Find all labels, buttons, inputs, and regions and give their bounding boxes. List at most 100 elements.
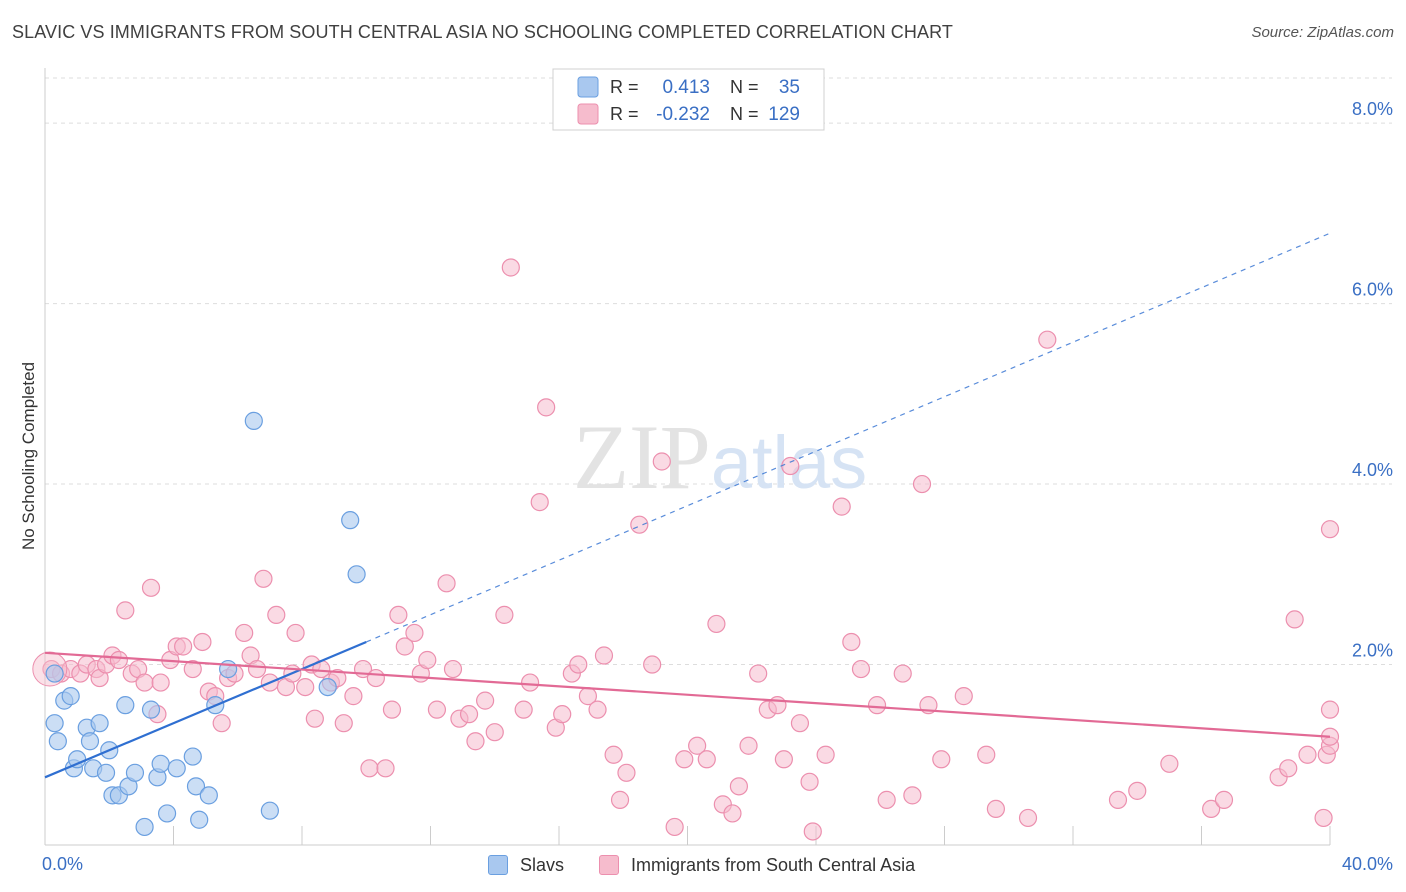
legend-r-label-2: R = [610, 104, 639, 124]
grid [45, 77, 1392, 666]
immigrants-point-111 [986, 799, 1006, 819]
immigrants-point-108 [932, 750, 951, 769]
immigrants-point-43 [344, 687, 363, 706]
immigrants-point-71 [569, 655, 588, 674]
immigrants-point-121 [1285, 610, 1304, 629]
immigrants-point-61 [485, 723, 504, 742]
immigrants-point-14 [141, 578, 161, 597]
slavs-point-17 [125, 763, 145, 782]
immigrants-point-104 [893, 664, 912, 683]
immigrants-point-90 [749, 664, 768, 683]
immigrants-point-106 [912, 474, 932, 494]
slavs-point-11 [96, 763, 116, 782]
immigrants-point-16 [151, 673, 170, 692]
legend-n-value-2: 129 [768, 104, 800, 125]
immigrants-point-19 [174, 637, 193, 656]
immigrants-point-60 [476, 691, 495, 710]
immigrants-point-83 [688, 736, 707, 755]
immigrants-point-64 [514, 700, 533, 719]
immigrants-point-69 [553, 705, 572, 724]
slavs-point-18 [135, 817, 154, 837]
chart-title: SLAVIC VS IMMIGRANTS FROM SOUTH CENTRAL … [12, 22, 953, 42]
immigrants-point-76 [610, 790, 630, 809]
immigrants-point-93 [774, 750, 793, 769]
immigrants-point-109 [954, 687, 973, 706]
immigrants-point-118 [1214, 790, 1234, 809]
immigrants-point-32 [267, 605, 286, 625]
slavs-point-30 [244, 411, 263, 430]
immigrants-point-65 [520, 673, 540, 692]
slavs-point-21 [151, 754, 170, 773]
immigrants-point-54 [427, 700, 447, 719]
immigrants-point-63 [501, 258, 520, 277]
slavs-point-8 [80, 732, 100, 751]
immigrants-point-30 [254, 569, 273, 588]
watermark: ZIPatlas [573, 406, 867, 508]
slavs-point-4 [61, 687, 80, 706]
immigrants-point-29 [247, 659, 267, 679]
immigrants-point-123 [1314, 808, 1333, 828]
immigrants-point-49 [389, 605, 408, 625]
y-tick-label-1: 4.0% [1352, 460, 1393, 480]
slavs-point-10 [90, 714, 109, 733]
x-tick-label-0: 0.0% [42, 854, 83, 874]
immigrants-point-116 [1160, 754, 1179, 773]
immigrants-point-56 [443, 659, 463, 679]
legend-item-slavs[interactable]: Slavs [488, 852, 564, 878]
immigrants-point-10 [116, 601, 135, 620]
immigrants-point-42 [334, 714, 353, 733]
immigrants-point-87 [723, 804, 742, 823]
slavs-point-34 [347, 565, 366, 584]
y-tick-label-2: 6.0% [1352, 280, 1393, 300]
legend-item-immigrants[interactable]: Immigrants from South Central Asia [599, 852, 915, 878]
legend-r-label-1: R = [610, 77, 639, 97]
immigrants-point-115 [1128, 781, 1147, 800]
immigrants-point-101 [851, 659, 871, 679]
immigrants-point-85 [707, 614, 726, 634]
immigrants-point-105 [903, 786, 922, 805]
y-tick-label-0: 2.0% [1352, 641, 1393, 661]
immigrants-point-53 [418, 650, 437, 670]
legend-n-label-1: N = [730, 77, 759, 97]
slavs-point-25 [186, 777, 206, 796]
slavs-point-2 [48, 732, 67, 751]
immigrants-point-100 [842, 632, 861, 652]
immigrants-point-112 [1018, 808, 1038, 828]
immigrants-point-78 [630, 515, 649, 534]
immigrants-point-114 [1108, 790, 1128, 809]
immigrants-point-21 [193, 632, 212, 652]
immigrants-point-20 [183, 659, 202, 679]
immigrants-point-58 [459, 705, 479, 724]
slavs-swatch [488, 855, 508, 875]
immigrants-point-35 [286, 623, 305, 643]
immigrants-point-89 [739, 736, 758, 755]
legend-r-value-1: 0.413 [662, 77, 710, 98]
immigrants-point-113 [1038, 330, 1057, 349]
immigrants-point-38 [305, 709, 324, 728]
y-axis-label: No Schooling Completed [19, 362, 38, 550]
slavs-point-26 [190, 810, 209, 829]
immigrants-point-80 [652, 452, 671, 471]
immigrants-point-125 [1320, 700, 1340, 719]
slavs-point-27 [199, 786, 218, 805]
immigrants-point-84 [697, 750, 716, 769]
slavs-point-33 [341, 511, 360, 530]
immigrants-point-79 [643, 655, 662, 674]
immigrants-point-47 [376, 759, 395, 778]
legend-n-value-1: 35 [779, 77, 800, 98]
immigrants-point-66 [530, 493, 549, 512]
y-tick-label-3: 8.0% [1352, 99, 1393, 119]
immigrants-point-36 [296, 677, 315, 697]
immigrants-point-102 [867, 696, 887, 715]
immigrants-point-94 [781, 456, 800, 476]
slavs-point-24 [183, 747, 202, 766]
slavs-trend-line [44, 640, 367, 779]
slavs-point-19 [141, 700, 161, 719]
slavs-points [45, 411, 366, 837]
legend-label-slavs: Slavs [520, 854, 565, 875]
legend-label-immigrants: Immigrants from South Central Asia [631, 854, 916, 875]
immigrants-point-88 [729, 777, 749, 796]
immigrants-point-24 [212, 714, 231, 733]
slavs-point-23 [167, 759, 186, 778]
